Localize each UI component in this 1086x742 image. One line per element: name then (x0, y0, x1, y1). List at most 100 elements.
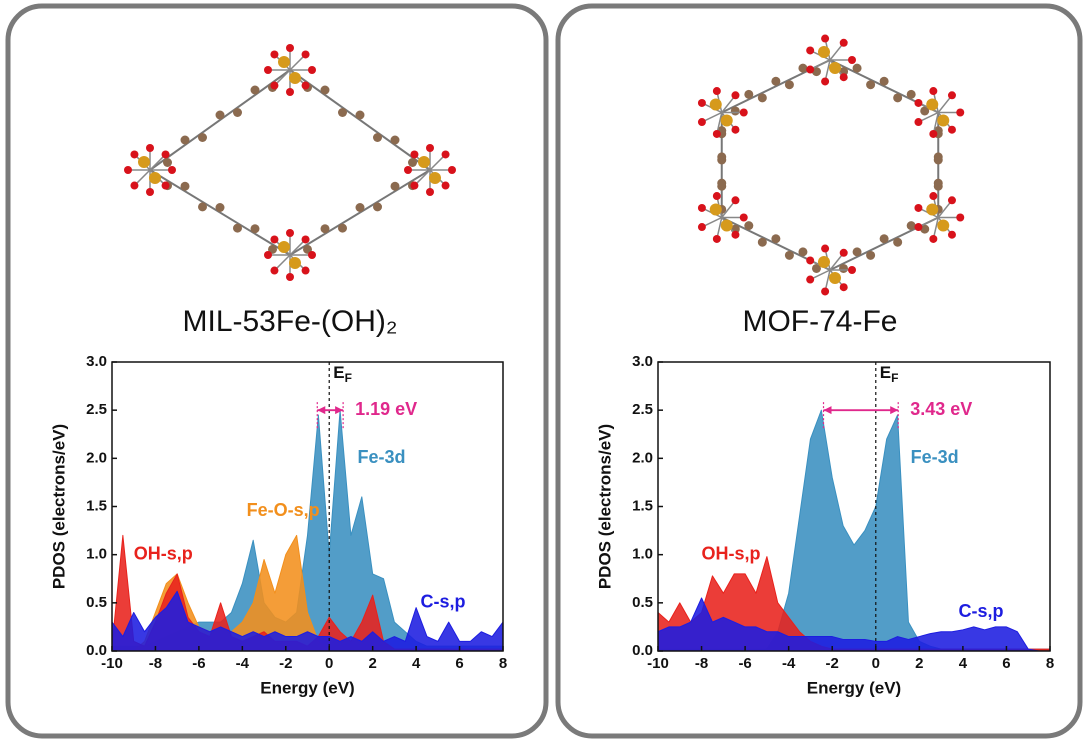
atom-fe (149, 172, 161, 184)
atom-c (251, 224, 260, 233)
atom-o (806, 66, 814, 74)
y-tick-label: 1.0 (86, 546, 107, 563)
atom-o (731, 231, 739, 239)
atom-o (130, 150, 138, 158)
x-tick-label: 2 (368, 655, 376, 672)
series-label: C-s,p (420, 592, 465, 612)
atom-o (948, 196, 956, 204)
fermi-label-sub: F (345, 371, 352, 385)
fermi-label-main: E (333, 363, 344, 382)
atom-c (373, 202, 382, 211)
x-tick-label: -2 (279, 655, 292, 672)
series-label: OH-s,p (702, 543, 761, 563)
atom-o (124, 166, 132, 174)
x-tick-label: 2 (915, 655, 923, 672)
y-tick-label: 2.0 (632, 449, 653, 466)
atom-c (233, 224, 242, 233)
y-tick-label: 0.0 (86, 642, 107, 659)
atom-o (308, 66, 316, 74)
atom-o (821, 35, 829, 43)
atom-c (934, 156, 943, 165)
atom-o (840, 73, 848, 81)
atom-o (731, 196, 739, 204)
atom-o (270, 235, 278, 243)
atom-c (866, 80, 875, 89)
atom-o (948, 91, 956, 99)
atom-o (914, 204, 922, 212)
atom-o (840, 283, 848, 291)
atom-o (731, 91, 739, 99)
y-tick-label: 1.5 (86, 497, 107, 514)
atom-o (302, 50, 310, 58)
atom-o (146, 188, 154, 196)
atom-o (713, 130, 721, 138)
atom-c (880, 234, 889, 243)
atom-c (356, 111, 365, 120)
atom-c (216, 111, 225, 120)
atom-c (321, 86, 330, 95)
x-tick-label: -6 (738, 655, 751, 672)
atom-o (929, 192, 937, 200)
atom-o (286, 273, 294, 281)
atom-o (840, 39, 848, 47)
atom-o (713, 235, 721, 243)
atom-o (713, 192, 721, 200)
atom-o (302, 82, 310, 90)
atom-c (866, 251, 875, 260)
atom-c (163, 158, 172, 167)
atom-o (840, 249, 848, 257)
atom-c (731, 106, 740, 115)
atom-o (698, 204, 706, 212)
atom-fe (429, 172, 441, 184)
y-tick-label: 0.5 (632, 594, 653, 611)
atom-o (698, 99, 706, 107)
atom-c (744, 221, 753, 230)
x-tick-label: 6 (1002, 655, 1010, 672)
x-tick-label: 0 (872, 655, 880, 672)
atom-c (893, 93, 902, 102)
atom-c (758, 93, 767, 102)
atom-fe (710, 204, 722, 216)
y-tick-label: 0.0 (632, 642, 653, 659)
atom-o (308, 251, 316, 259)
atom-c (907, 90, 916, 99)
atom-fe (721, 220, 733, 232)
series-label: C-s,p (959, 601, 1004, 621)
atom-c (934, 182, 943, 191)
x-tick-label: -4 (782, 655, 796, 672)
series-label: Fe-3d (911, 447, 959, 467)
figure: MIL-53Fe-(OH)₂Fe-3dFe-O-s,pOH-s,pC-s,p-1… (0, 0, 1086, 742)
atom-o (302, 267, 310, 275)
atom-o (929, 235, 937, 243)
atom-c (198, 133, 207, 142)
atom-o (264, 66, 272, 74)
atom-c (216, 203, 225, 212)
atom-fe (278, 241, 290, 253)
atom-c (880, 77, 889, 86)
x-tick-label: -4 (236, 655, 250, 672)
atom-o (821, 77, 829, 85)
atom-o (286, 88, 294, 96)
atom-fe (418, 156, 430, 168)
series-label: Fe-3d (357, 447, 405, 467)
atom-c (356, 203, 365, 212)
atom-o (426, 188, 434, 196)
atom-o (806, 276, 814, 284)
atom-o (929, 87, 937, 95)
atom-c (771, 234, 780, 243)
x-axis-label: Energy (eV) (807, 678, 901, 697)
atom-o (448, 166, 456, 174)
x-tick-label: 0 (325, 655, 333, 672)
atom-o (426, 144, 434, 152)
atom-fe (289, 72, 301, 84)
atom-c (373, 133, 382, 142)
x-tick-label: 4 (959, 655, 968, 672)
atom-c (321, 224, 330, 233)
atom-o (286, 44, 294, 52)
atom-o (168, 166, 176, 174)
atom-o (264, 251, 272, 259)
atom-c (233, 108, 242, 117)
atom-o (914, 118, 922, 126)
atom-o (302, 235, 310, 243)
x-tick-label: -8 (149, 655, 162, 672)
